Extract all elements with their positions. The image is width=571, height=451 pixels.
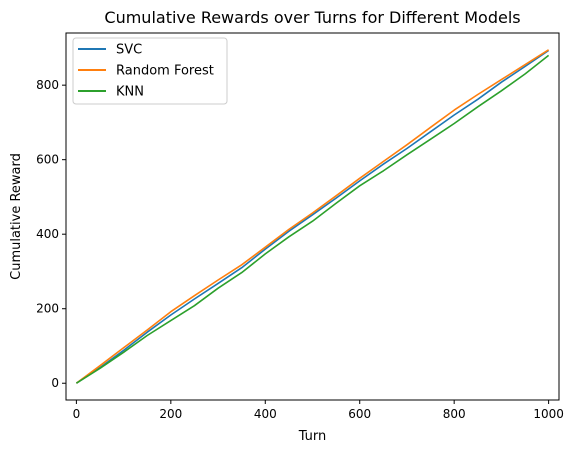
legend-label-knn: KNN: [116, 85, 144, 100]
x-tick-label: 400: [254, 407, 277, 421]
series-line-random-forest: [75, 49, 550, 384]
series-layer: [75, 49, 550, 384]
x-axis: 0 200 400 600 800 1000: [73, 400, 564, 421]
y-axis: 0 200 400 600 800: [36, 78, 66, 390]
x-tick-label: 0: [73, 407, 81, 421]
legend-label-random-forest: Random Forest: [116, 64, 214, 79]
x-tick-label: 800: [443, 407, 466, 421]
x-tick-label: 200: [159, 407, 182, 421]
x-axis-label: Turn: [298, 429, 327, 444]
y-tick-label: 400: [36, 227, 59, 241]
x-tick-label: 1000: [533, 407, 564, 421]
x-tick-label: 600: [348, 407, 371, 421]
y-tick-label: 600: [36, 153, 59, 167]
legend-label-svc: SVC: [116, 43, 142, 58]
y-tick-label: 0: [51, 376, 59, 390]
series-line-knn: [75, 54, 550, 384]
series-line-svc: [75, 49, 550, 384]
y-axis-label: Cumulative Reward: [9, 153, 24, 280]
y-tick-label: 200: [36, 302, 59, 316]
legend: SVC Random Forest KNN: [72, 37, 228, 105]
plot-frame: [65, 32, 560, 401]
legend-box: [72, 37, 228, 105]
y-tick-label: 800: [36, 78, 59, 92]
chart-title: Cumulative Rewards over Turns for Differ…: [104, 8, 520, 27]
